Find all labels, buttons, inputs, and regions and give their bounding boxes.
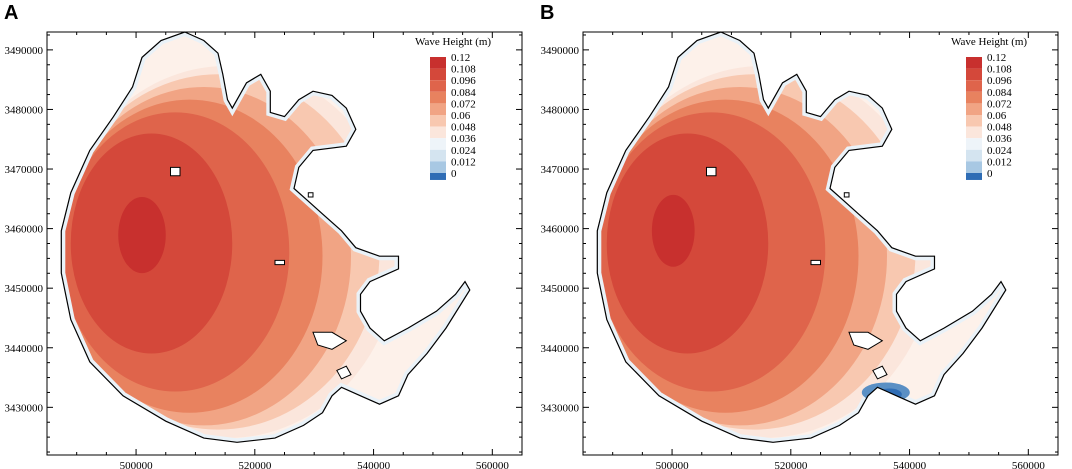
colorbar-label: 0.096 [987, 75, 1012, 87]
y-tick-label: 3490000 [5, 45, 44, 57]
island [810, 259, 821, 266]
colorbar-swatch [430, 161, 446, 173]
colorbar-label: 0.084 [451, 87, 476, 99]
island [843, 192, 850, 198]
colorbar-label: 0 [987, 168, 993, 180]
contour-plot-b: 500000 520000 540000 560000 3430000 3440000 34… [541, 31, 1059, 469]
island [312, 331, 348, 350]
island [307, 192, 314, 198]
y-tick-label: 3490000 [541, 45, 580, 57]
y-tick-label: 3440000 [541, 343, 580, 355]
panel-b: B 500000 520000 540000 560000 3430000 3440000… [536, 0, 1072, 469]
colorbar-swatch [430, 115, 446, 127]
colorbar-swatch [430, 126, 446, 139]
colorbar-label: 0.012 [987, 156, 1012, 168]
island [336, 365, 352, 380]
shoreline [596, 31, 1007, 443]
colorbar-swatch [430, 149, 446, 162]
x-tick-label: 520000 [238, 460, 272, 469]
colorbar-swatch [966, 149, 982, 162]
colorbar-swatch [430, 57, 446, 69]
colorbar-label: 0 [451, 168, 457, 180]
contour-plot-a: 500000 520000 540000 560000 3430000 3440000 34… [5, 31, 523, 469]
shoreline [60, 31, 471, 443]
y-tick-label: 3460000 [5, 224, 44, 236]
colorbar-swatch [966, 80, 982, 92]
low-wave-zone [861, 382, 910, 403]
colorbar-label: 0.012 [451, 156, 476, 168]
x-tick-label: 540000 [357, 460, 391, 469]
colorbar-swatch [966, 115, 982, 127]
y-tick-label: 3470000 [5, 164, 44, 176]
panel-label: A [4, 2, 19, 24]
contour-band [651, 194, 695, 267]
x-tick-label: 500000 [120, 460, 154, 469]
island [872, 365, 888, 380]
panel-a: A 500000 520000 540000 560000 3430000 3440000… [4, 2, 523, 469]
contour-band [118, 196, 166, 274]
lake-contours [61, 32, 470, 443]
colorbar-swatch [966, 173, 982, 180]
y-tick-label: 3480000 [5, 104, 44, 116]
colorbar-label: 0.024 [451, 145, 476, 157]
colorbar-label: 0.048 [987, 122, 1012, 134]
colorbar-label: 0.072 [451, 98, 476, 110]
colorbar-label: 0.084 [987, 87, 1012, 99]
colorbar-swatch [966, 57, 982, 69]
colorbar-label: 0.12 [451, 52, 470, 64]
low-wave-core [877, 388, 902, 401]
island [274, 259, 285, 266]
colorbar-label: 0.06 [987, 110, 1007, 122]
x-tick-label: 520000 [774, 460, 808, 469]
colorbar-swatch [430, 173, 446, 180]
colorbar-swatch [966, 68, 982, 81]
y-tick-label: 3460000 [541, 224, 580, 236]
x-tick-label: 540000 [893, 460, 927, 469]
y-tick-label: 3440000 [5, 343, 44, 355]
colorbar-label: 0.036 [987, 133, 1012, 145]
panel-label: B [540, 2, 555, 24]
colorbar-label: 0.06 [451, 110, 471, 122]
colorbar-label: 0.072 [987, 98, 1012, 110]
colorbar-swatch [430, 138, 446, 150]
y-tick-label: 3450000 [541, 283, 580, 295]
colorbar-label: 0.036 [451, 133, 476, 145]
colorbar-swatch [966, 126, 982, 139]
y-tick-label: 3450000 [5, 283, 44, 295]
colorbar-title: Wave Height (m) [415, 36, 491, 48]
y-tick-label: 3480000 [541, 104, 580, 116]
island [170, 166, 181, 177]
colorbar-swatch [430, 80, 446, 92]
x-tick-label: 560000 [476, 460, 510, 469]
colorbar-label: 0.024 [987, 145, 1012, 157]
colorbar-swatch [430, 68, 446, 81]
colorbar-title: Wave Height (m) [951, 36, 1027, 48]
lake-contours [597, 32, 1006, 443]
island [706, 166, 717, 177]
x-tick-label: 500000 [656, 460, 690, 469]
colorbar-swatch [966, 138, 982, 150]
y-tick-label: 3470000 [541, 164, 580, 176]
y-tick-label: 3430000 [541, 402, 580, 414]
colorbar-swatch [966, 91, 982, 104]
colorbar-label: 0.12 [987, 52, 1006, 64]
y-tick-label: 3430000 [5, 402, 44, 414]
colorbar-swatch [430, 103, 446, 115]
colorbar-swatch [966, 103, 982, 115]
colorbar-swatch [966, 161, 982, 173]
colorbar-label: 0.108 [451, 64, 476, 76]
colorbar-label: 0.108 [987, 64, 1012, 76]
colorbar-label: 0.096 [451, 75, 476, 87]
island [848, 331, 884, 350]
x-tick-label: 560000 [1012, 460, 1046, 469]
colorbar-label: 0.048 [451, 122, 476, 134]
colorbar-swatch [430, 91, 446, 104]
